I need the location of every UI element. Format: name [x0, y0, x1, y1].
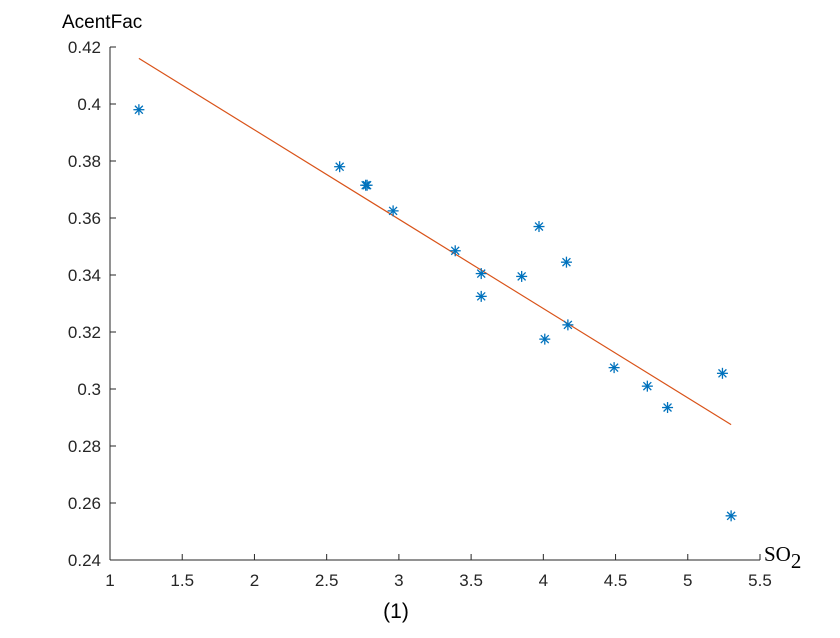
data-point — [533, 221, 545, 233]
x-tick-label: 3 — [394, 571, 403, 590]
y-tick-label: 0.32 — [68, 323, 101, 342]
data-point — [387, 205, 399, 217]
x-tick-label: 1 — [105, 571, 114, 590]
y-axis-label: AcentFac — [62, 12, 142, 33]
y-tick-label: 0.3 — [77, 380, 101, 399]
y-tick-label: 0.4 — [77, 95, 101, 114]
data-point — [475, 268, 487, 280]
data-point — [449, 245, 461, 257]
points-group — [133, 104, 737, 522]
data-point — [641, 380, 653, 392]
x-axis-label: SO2 — [764, 542, 801, 573]
data-point — [334, 161, 346, 173]
y-tick-label: 0.28 — [68, 437, 101, 456]
data-point — [725, 510, 737, 522]
x-tick-label: 5 — [683, 571, 692, 590]
figure-caption: (1) — [383, 600, 409, 623]
data-point — [560, 256, 572, 268]
data-point — [539, 333, 551, 345]
data-point — [608, 362, 620, 374]
y-tick-label: 0.24 — [68, 551, 101, 570]
y-tick-label: 0.36 — [68, 209, 101, 228]
x-tick-label: 2 — [250, 571, 259, 590]
axes: 1 1.5 2 2.5 3 3.5 4 4.5 5 5.5 0.24 0.26 0.28 0.3 0.32 0… — [68, 38, 772, 590]
x-tick-label: 1.5 — [170, 571, 194, 590]
x-tick-label: 3.5 — [459, 571, 483, 590]
data-point — [133, 104, 145, 116]
y-tick-label: 0.34 — [68, 266, 101, 285]
y-tick-label: 0.42 — [68, 38, 101, 57]
data-point — [475, 290, 487, 302]
x-tick-label: 2.5 — [315, 571, 339, 590]
data-point — [716, 367, 728, 379]
data-point — [361, 179, 373, 191]
fit-line — [138, 57, 732, 426]
data-point — [516, 270, 528, 282]
data-point — [662, 402, 674, 414]
x-axis-label-main: SO — [764, 542, 791, 566]
x-tick-label: 5.5 — [748, 571, 772, 590]
fit-line-group — [138, 57, 732, 426]
x-axis-label-subscript: 2 — [791, 549, 802, 573]
x-tick-label: 4.5 — [604, 571, 628, 590]
x-tick-label: 4 — [539, 571, 548, 590]
y-tick-label: 0.38 — [68, 152, 101, 171]
data-point — [562, 319, 574, 331]
y-tick-label: 0.26 — [68, 494, 101, 513]
